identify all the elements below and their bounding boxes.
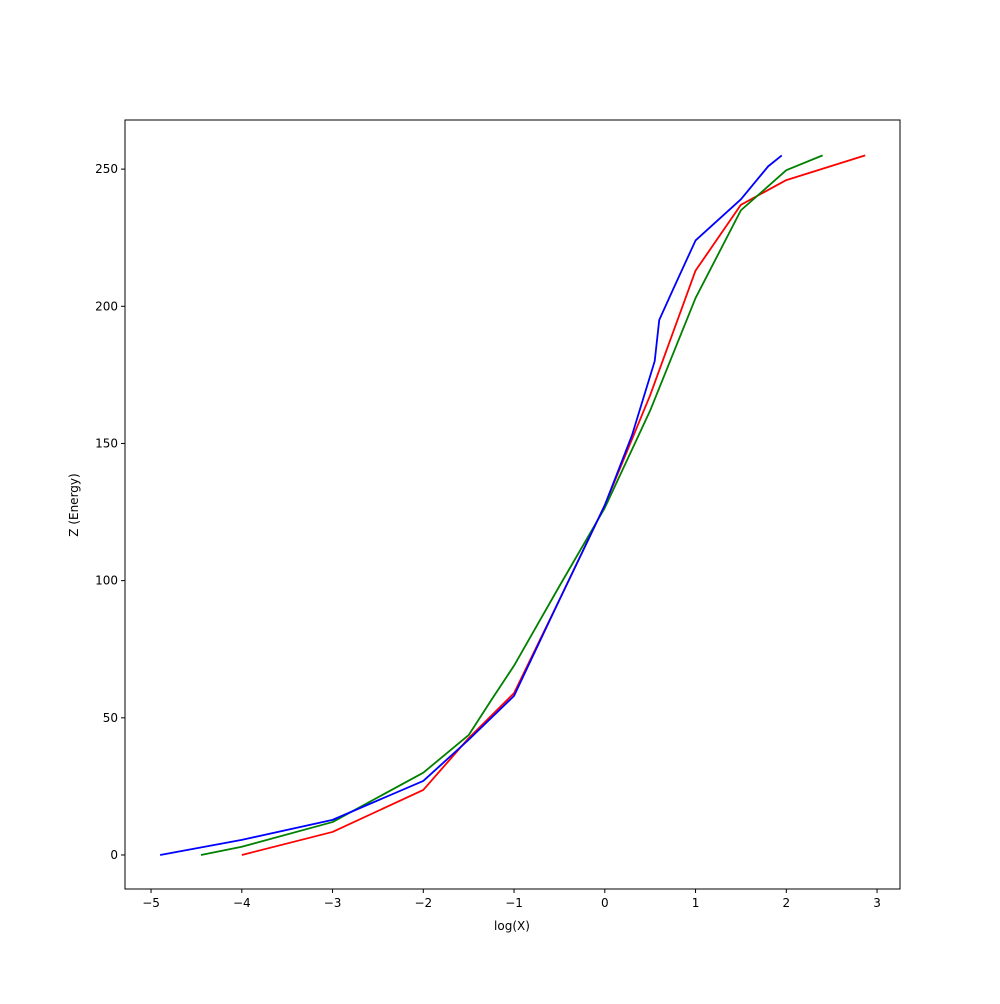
y-tick-label: 150	[95, 436, 118, 450]
x-tick-label: 2	[782, 896, 790, 910]
x-axis-label: log(X)	[494, 919, 530, 933]
x-tick-label: −1	[505, 896, 523, 910]
x-tick-label: 0	[601, 896, 609, 910]
x-tick-label: −3	[324, 896, 342, 910]
line	[159, 154, 783, 856]
y-tick-label: 200	[95, 299, 118, 313]
y-axis-label: Z (Energy)	[67, 473, 81, 536]
y-tick-label: 100	[95, 574, 118, 588]
x-tick-label: −4	[233, 896, 251, 910]
y-tick-label: 250	[95, 162, 118, 176]
y-tick-label: 50	[103, 711, 118, 725]
x-tick-label: 3	[873, 896, 881, 910]
y-tick-label: 0	[110, 848, 118, 862]
plot-frame	[124, 119, 901, 890]
x-tick-label: −5	[142, 896, 160, 910]
x-tick-label: −2	[414, 896, 432, 910]
x-tick-label: 1	[692, 896, 700, 910]
